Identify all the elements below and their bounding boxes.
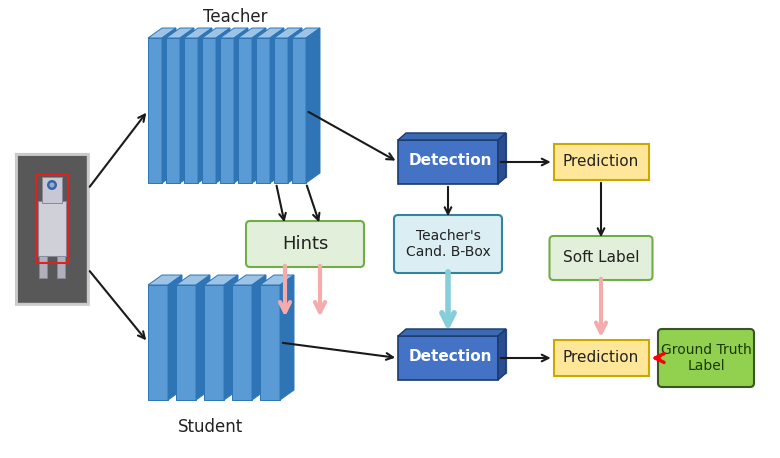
Text: Hints: Hints (282, 235, 328, 253)
Polygon shape (168, 275, 182, 400)
Polygon shape (204, 285, 224, 400)
Polygon shape (148, 285, 168, 400)
Text: Ground Truth
Label: Ground Truth Label (661, 343, 751, 373)
Text: Teacher's
Cand. B-Box: Teacher's Cand. B-Box (406, 229, 491, 259)
Polygon shape (274, 38, 288, 183)
Polygon shape (292, 38, 306, 183)
Bar (42, 177, 62, 203)
FancyBboxPatch shape (246, 221, 364, 267)
Polygon shape (256, 38, 270, 183)
Polygon shape (398, 336, 498, 380)
Polygon shape (398, 140, 498, 184)
Polygon shape (274, 28, 302, 38)
Polygon shape (232, 275, 266, 285)
Polygon shape (196, 275, 210, 400)
Polygon shape (288, 28, 302, 183)
Polygon shape (398, 133, 506, 140)
Polygon shape (280, 275, 294, 400)
Polygon shape (148, 38, 162, 183)
Text: Teacher: Teacher (203, 8, 268, 26)
Polygon shape (498, 133, 506, 184)
Polygon shape (224, 275, 238, 400)
Bar (39, 256, 47, 278)
FancyBboxPatch shape (554, 144, 648, 180)
Bar (57, 256, 65, 278)
Polygon shape (204, 275, 238, 285)
Polygon shape (198, 28, 212, 183)
Polygon shape (176, 285, 196, 400)
Polygon shape (216, 28, 230, 183)
Polygon shape (270, 28, 284, 183)
Polygon shape (166, 28, 194, 38)
FancyBboxPatch shape (554, 340, 648, 376)
FancyBboxPatch shape (658, 329, 754, 387)
Polygon shape (220, 38, 234, 183)
Polygon shape (406, 329, 506, 373)
Polygon shape (180, 28, 194, 183)
Text: Prediction: Prediction (563, 350, 639, 365)
Polygon shape (148, 28, 176, 38)
Polygon shape (184, 38, 198, 183)
Text: Detection: Detection (408, 153, 491, 168)
Polygon shape (148, 275, 182, 285)
Polygon shape (232, 285, 252, 400)
FancyBboxPatch shape (549, 236, 653, 280)
Text: Prediction: Prediction (563, 154, 639, 169)
Circle shape (47, 180, 57, 190)
Polygon shape (406, 133, 506, 177)
Polygon shape (162, 28, 176, 183)
Polygon shape (176, 275, 210, 285)
Text: Detection: Detection (408, 349, 491, 364)
Polygon shape (398, 329, 506, 336)
Polygon shape (202, 38, 216, 183)
Polygon shape (166, 38, 180, 183)
Polygon shape (234, 28, 248, 183)
Bar (36, 175, 68, 263)
Polygon shape (260, 285, 280, 400)
Text: Student: Student (178, 418, 243, 436)
FancyBboxPatch shape (16, 154, 88, 304)
Text: Soft Label: Soft Label (562, 251, 640, 266)
Polygon shape (306, 28, 320, 183)
Polygon shape (220, 28, 248, 38)
Bar (38, 201, 66, 256)
Polygon shape (238, 38, 252, 183)
Polygon shape (202, 28, 230, 38)
Polygon shape (184, 28, 212, 38)
Polygon shape (238, 28, 266, 38)
Polygon shape (260, 275, 294, 285)
Polygon shape (252, 275, 266, 400)
Polygon shape (498, 329, 506, 380)
Polygon shape (252, 28, 266, 183)
FancyBboxPatch shape (18, 156, 86, 302)
Polygon shape (292, 28, 320, 38)
Polygon shape (256, 28, 284, 38)
FancyBboxPatch shape (394, 215, 502, 273)
Circle shape (49, 182, 55, 187)
